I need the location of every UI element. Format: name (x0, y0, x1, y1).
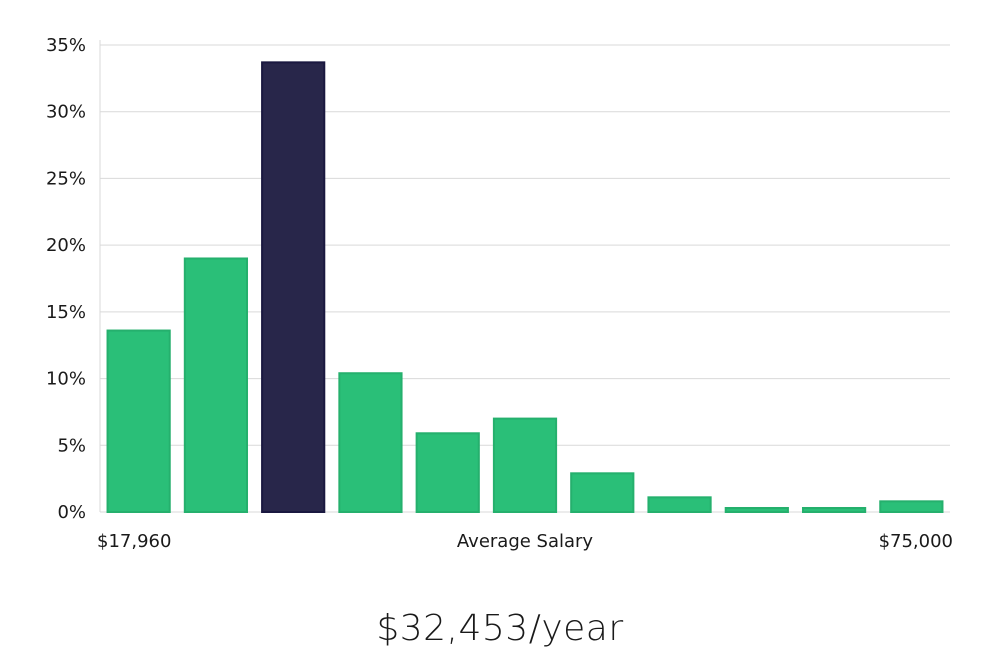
y-tick-label: 25% (46, 168, 86, 189)
y-tick-label: 10% (46, 369, 86, 390)
bar (801, 506, 867, 513)
y-tick-label: 0% (57, 502, 86, 523)
salary-histogram: 0% 5% 10% 15% 20% 25% 30% 35% $17,960 Average S… (46, 35, 953, 552)
bar (106, 329, 171, 513)
histogram-svg: 0% 5% 10% 15% 20% 25% 30% 35% $17,960 Average S… (46, 35, 953, 552)
bar (183, 257, 249, 513)
y-tick-label: 15% (46, 302, 86, 323)
bar (338, 372, 403, 513)
bar-highlighted (261, 61, 326, 514)
bar (724, 506, 789, 513)
bar (879, 500, 944, 513)
y-tick-label: 30% (46, 102, 86, 123)
bar (492, 417, 558, 514)
y-axis-ticks: 0% 5% 10% 15% 20% 25% 30% 35% (46, 35, 86, 523)
y-tick-label: 5% (57, 435, 86, 456)
average-salary-value: $32,453/year (376, 608, 624, 649)
y-tick-label: 20% (46, 235, 86, 256)
bars (106, 61, 944, 514)
bar (570, 472, 635, 514)
y-tick-label: 35% (46, 35, 86, 56)
bar (647, 496, 712, 513)
x-axis-title: Average Salary (457, 531, 594, 552)
x-max-label: $75,000 (879, 531, 953, 552)
bar (415, 432, 480, 513)
x-min-label: $17,960 (97, 531, 171, 552)
